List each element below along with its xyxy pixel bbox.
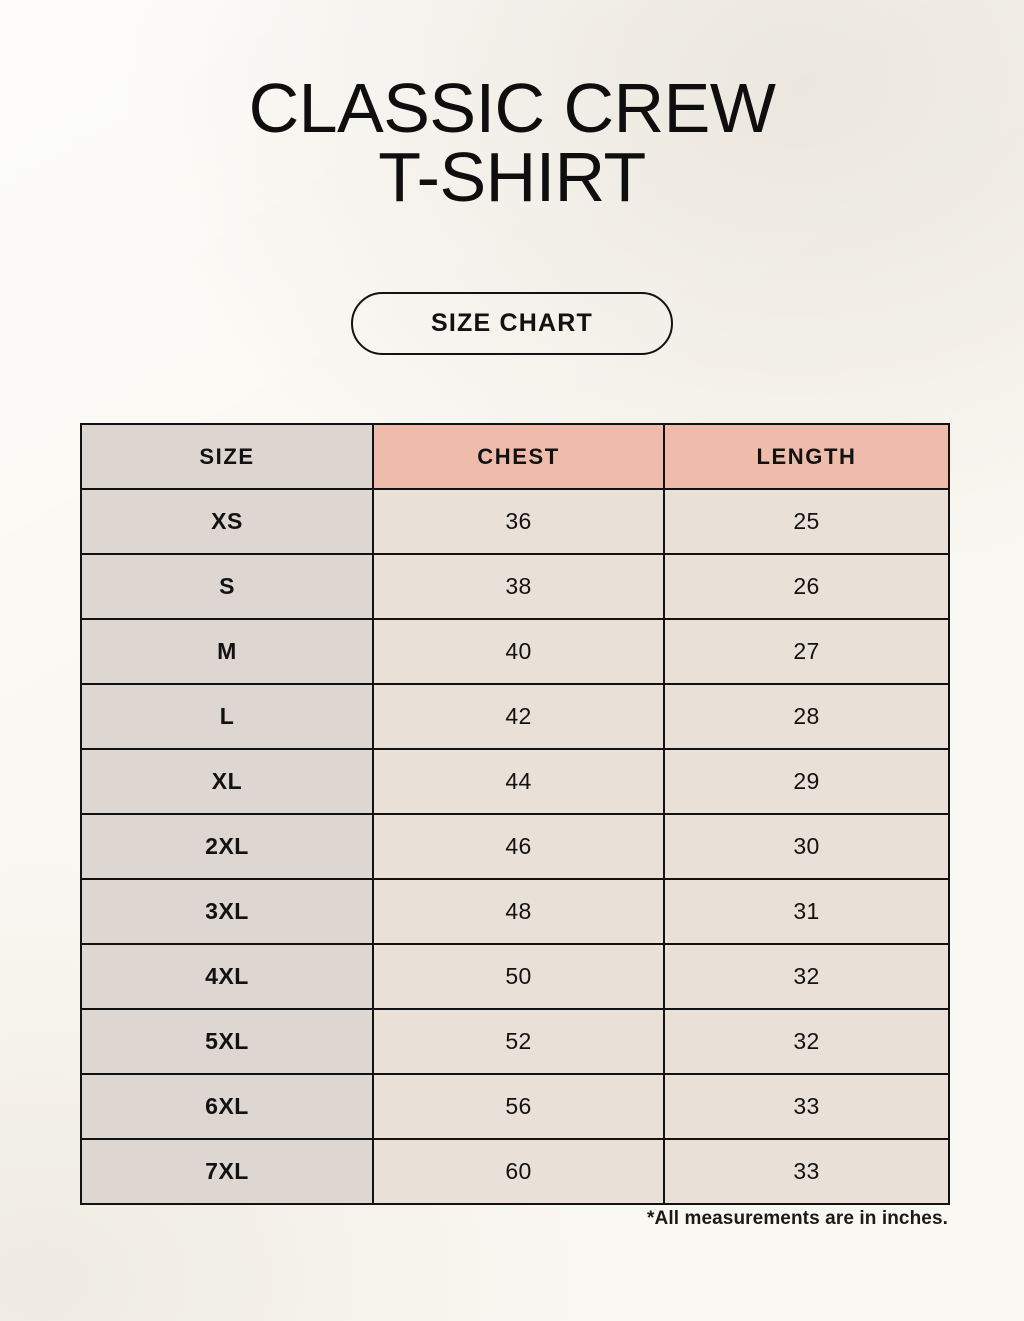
cell-length: 33 xyxy=(663,1138,950,1205)
cell-length: 25 xyxy=(663,488,950,555)
size-chart-table: SIZE CHEST LENGTH XS 36 25 S 38 26 M xyxy=(80,423,950,1205)
page-title: CLASSIC CREW T-SHIRT xyxy=(0,69,1024,216)
cell-size: 2XL xyxy=(80,813,374,880)
size-chart-table-container: SIZE CHEST LENGTH XS 36 25 S 38 26 M xyxy=(80,423,950,1205)
cell-size: S xyxy=(80,553,374,620)
cell-chest: 46 xyxy=(372,813,665,880)
cell-chest: 60 xyxy=(372,1138,665,1205)
table-row: XS 36 25 xyxy=(80,488,950,555)
table-row: 2XL 46 30 xyxy=(80,813,950,880)
cell-length: 32 xyxy=(663,1008,950,1075)
measurements-footnote: *All measurements are in inches. xyxy=(647,1208,948,1229)
table-row: XL 44 29 xyxy=(80,748,950,815)
cell-size: 7XL xyxy=(80,1138,374,1205)
page-title-line-1: CLASSIC CREW xyxy=(248,69,776,147)
cell-chest: 44 xyxy=(372,748,665,815)
table-row: 5XL 52 32 xyxy=(80,1008,950,1075)
table-row: 4XL 50 32 xyxy=(80,943,950,1010)
column-header-size: SIZE xyxy=(80,423,374,490)
table-row: 6XL 56 33 xyxy=(80,1073,950,1140)
cell-chest: 50 xyxy=(372,943,665,1010)
cell-size: XS xyxy=(80,488,374,555)
size-chart-badge: SIZE CHART xyxy=(351,292,673,355)
cell-length: 28 xyxy=(663,683,950,750)
table-header: SIZE CHEST LENGTH xyxy=(80,423,950,490)
column-header-chest: CHEST xyxy=(372,423,665,490)
column-header-length: LENGTH xyxy=(663,423,950,490)
table-row: 7XL 60 33 xyxy=(80,1138,950,1205)
cell-size: 6XL xyxy=(80,1073,374,1140)
page-title-line-2: T-SHIRT xyxy=(378,137,646,216)
cell-chest: 38 xyxy=(372,553,665,620)
cell-chest: 52 xyxy=(372,1008,665,1075)
cell-chest: 56 xyxy=(372,1073,665,1140)
cell-chest: 48 xyxy=(372,878,665,945)
table-body: XS 36 25 S 38 26 M 40 27 L 42 28 xyxy=(80,488,950,1205)
cell-length: 27 xyxy=(663,618,950,685)
cell-length: 31 xyxy=(663,878,950,945)
cell-length: 30 xyxy=(663,813,950,880)
cell-size: 4XL xyxy=(80,943,374,1010)
cell-chest: 36 xyxy=(372,488,665,555)
table-row: 3XL 48 31 xyxy=(80,878,950,945)
cell-size: L xyxy=(80,683,374,750)
table-row: S 38 26 xyxy=(80,553,950,620)
cell-size: M xyxy=(80,618,374,685)
table-row: M 40 27 xyxy=(80,618,950,685)
cell-size: 5XL xyxy=(80,1008,374,1075)
cell-chest: 40 xyxy=(372,618,665,685)
cell-length: 32 xyxy=(663,943,950,1010)
cell-length: 29 xyxy=(663,748,950,815)
cell-size: 3XL xyxy=(80,878,374,945)
cell-size: XL xyxy=(80,748,374,815)
cell-chest: 42 xyxy=(372,683,665,750)
cell-length: 33 xyxy=(663,1073,950,1140)
table-header-row: SIZE CHEST LENGTH xyxy=(80,423,950,490)
size-chart-badge-container: SIZE CHART xyxy=(0,292,1024,355)
table-row: L 42 28 xyxy=(80,683,950,750)
cell-length: 26 xyxy=(663,553,950,620)
